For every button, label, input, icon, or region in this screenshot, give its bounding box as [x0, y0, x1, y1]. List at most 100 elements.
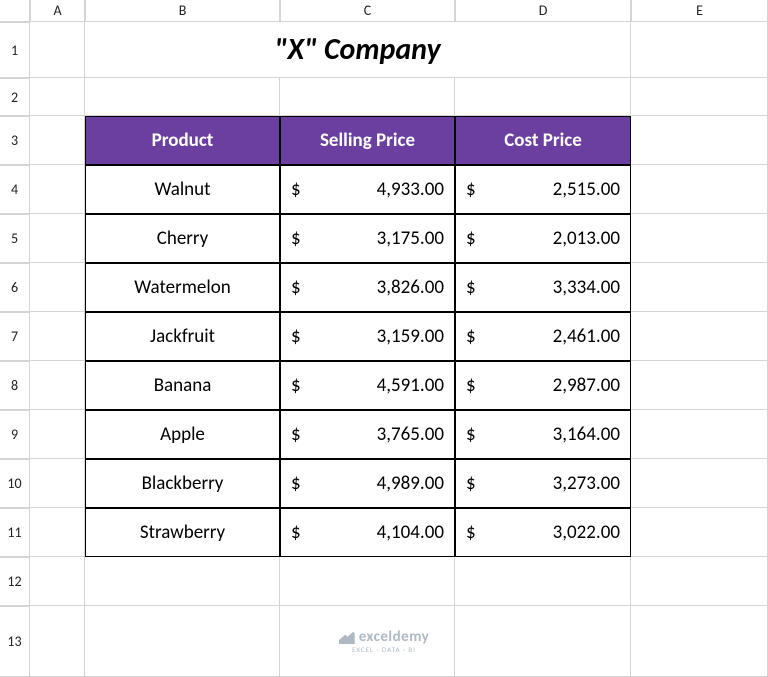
row-header-10[interactable]: 10: [0, 459, 30, 508]
cell-E6[interactable]: [631, 263, 768, 312]
cell-B9[interactable]: Apple: [85, 410, 280, 459]
money-value: 3,164.00: [553, 423, 620, 446]
cell-D6[interactable]: $3,334.00: [455, 263, 631, 312]
cell-E8[interactable]: [631, 361, 768, 410]
currency-symbol: $: [466, 374, 476, 397]
row-header-7[interactable]: 7: [0, 312, 30, 361]
cell-E5[interactable]: [631, 214, 768, 263]
cell-D2[interactable]: [455, 78, 631, 116]
cell-C2[interactable]: [280, 78, 455, 116]
cell-B8[interactable]: Banana: [85, 361, 280, 410]
cell-D5[interactable]: $2,013.00: [455, 214, 631, 263]
select-all-corner[interactable]: [0, 0, 30, 22]
currency-symbol: $: [466, 325, 476, 348]
row-header-12[interactable]: 12: [0, 557, 30, 606]
cell-B7[interactable]: Jackfruit: [85, 312, 280, 361]
money-value: 3,334.00: [553, 276, 620, 299]
col-header-C[interactable]: C: [280, 0, 455, 22]
cell-A8[interactable]: [30, 361, 85, 410]
money-value: 4,989.00: [377, 472, 444, 495]
cell-B11[interactable]: Strawberry: [85, 508, 280, 557]
col-header-B[interactable]: B: [85, 0, 280, 22]
currency-symbol: $: [291, 423, 301, 446]
cell-C9[interactable]: $3,765.00: [280, 410, 455, 459]
row-header-6[interactable]: 6: [0, 263, 30, 312]
money-value: 2,987.00: [553, 374, 620, 397]
money-value: 3,159.00: [377, 325, 444, 348]
cell-A5[interactable]: [30, 214, 85, 263]
money-value: 3,765.00: [377, 423, 444, 446]
cell-B10[interactable]: Blackberry: [85, 459, 280, 508]
cell-A6[interactable]: [30, 263, 85, 312]
money-value: 4,933.00: [377, 178, 444, 201]
cell-D4[interactable]: $2,515.00: [455, 165, 631, 214]
cell-E7[interactable]: [631, 312, 768, 361]
cell-A3[interactable]: [30, 116, 85, 165]
cell-C8[interactable]: $4,591.00: [280, 361, 455, 410]
money-value: 2,013.00: [553, 227, 620, 250]
cell-E4[interactable]: [631, 165, 768, 214]
row-header-3[interactable]: 3: [0, 116, 30, 165]
col-header-E[interactable]: E: [631, 0, 768, 22]
cell-E3[interactable]: [631, 116, 768, 165]
cell-C12[interactable]: [280, 557, 455, 606]
col-header-A[interactable]: A: [30, 0, 85, 22]
money-value: 3,022.00: [553, 521, 620, 544]
col-header-D[interactable]: D: [455, 0, 631, 22]
cell-D12[interactable]: [455, 557, 631, 606]
money-value: 3,273.00: [553, 472, 620, 495]
cell-C4[interactable]: $4,933.00: [280, 165, 455, 214]
cell-B6[interactable]: Watermelon: [85, 263, 280, 312]
cell-E12[interactable]: [631, 557, 768, 606]
cell-B4[interactable]: Walnut: [85, 165, 280, 214]
cell-A1[interactable]: [30, 22, 85, 78]
cell-C5[interactable]: $3,175.00: [280, 214, 455, 263]
cell-C6[interactable]: $3,826.00: [280, 263, 455, 312]
currency-symbol: $: [291, 178, 301, 201]
cell-A12[interactable]: [30, 557, 85, 606]
currency-symbol: $: [466, 521, 476, 544]
cell-E11[interactable]: [631, 508, 768, 557]
title-cell[interactable]: "X" Company: [85, 22, 631, 78]
currency-symbol: $: [466, 423, 476, 446]
currency-symbol: $: [291, 276, 301, 299]
chart-icon: [339, 630, 355, 644]
cell-B5[interactable]: Cherry: [85, 214, 280, 263]
cell-A11[interactable]: [30, 508, 85, 557]
cell-A7[interactable]: [30, 312, 85, 361]
cell-D10[interactable]: $3,273.00: [455, 459, 631, 508]
th-selling[interactable]: Selling Price: [280, 116, 455, 165]
th-cost[interactable]: Cost Price: [455, 116, 631, 165]
cell-B12[interactable]: [85, 557, 280, 606]
cell-E9[interactable]: [631, 410, 768, 459]
watermark-sub: EXCEL · DATA · BI: [0, 645, 768, 654]
cell-A2[interactable]: [30, 78, 85, 116]
row-header-2[interactable]: 2: [0, 78, 30, 116]
row-header-5[interactable]: 5: [0, 214, 30, 263]
row-header-4[interactable]: 4: [0, 165, 30, 214]
cell-C7[interactable]: $3,159.00: [280, 312, 455, 361]
cell-B2[interactable]: [85, 78, 280, 116]
cell-A4[interactable]: [30, 165, 85, 214]
money-value: 3,175.00: [377, 227, 444, 250]
cell-A10[interactable]: [30, 459, 85, 508]
row-header-1[interactable]: 1: [0, 22, 30, 78]
cell-C10[interactable]: $4,989.00: [280, 459, 455, 508]
cell-E10[interactable]: [631, 459, 768, 508]
cell-D11[interactable]: $3,022.00: [455, 508, 631, 557]
cell-D9[interactable]: $3,164.00: [455, 410, 631, 459]
th-product[interactable]: Product: [85, 116, 280, 165]
currency-symbol: $: [291, 374, 301, 397]
currency-symbol: $: [291, 521, 301, 544]
money-value: 4,104.00: [377, 521, 444, 544]
cell-A9[interactable]: [30, 410, 85, 459]
row-header-9[interactable]: 9: [0, 410, 30, 459]
cell-D8[interactable]: $2,987.00: [455, 361, 631, 410]
row-header-11[interactable]: 11: [0, 508, 30, 557]
money-value: 4,591.00: [377, 374, 444, 397]
cell-E1[interactable]: [631, 22, 768, 78]
cell-D7[interactable]: $2,461.00: [455, 312, 631, 361]
row-header-8[interactable]: 8: [0, 361, 30, 410]
cell-E2[interactable]: [631, 78, 768, 116]
cell-C11[interactable]: $4,104.00: [280, 508, 455, 557]
